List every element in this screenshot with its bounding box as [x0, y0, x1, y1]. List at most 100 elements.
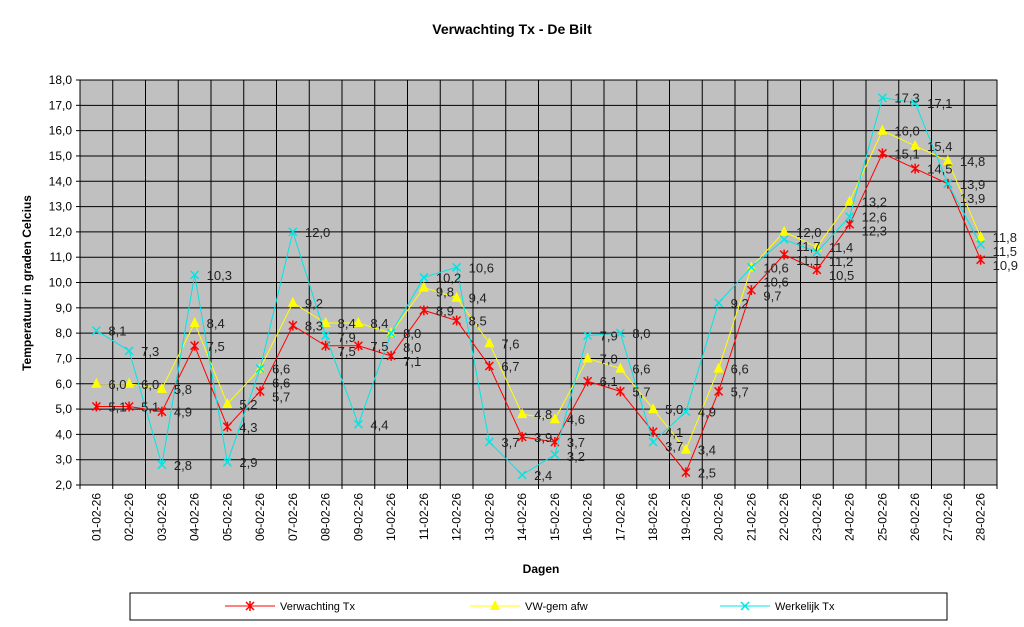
data-label: 7,3 — [141, 344, 159, 359]
y-tick-label: 10,0 — [49, 276, 73, 290]
data-label: 10,6 — [763, 274, 788, 289]
data-label: 6,1 — [600, 374, 618, 389]
x-tick-label: 03-02-26 — [155, 493, 169, 541]
data-label: 8,0 — [632, 326, 650, 341]
data-label: 9,4 — [469, 291, 487, 306]
marker-x — [484, 437, 494, 447]
data-label: 2,8 — [174, 458, 192, 473]
marker-x — [321, 331, 331, 341]
x-tick-label: 28-02-26 — [974, 493, 988, 541]
marker-x — [746, 262, 756, 272]
marker-triangle — [844, 195, 855, 206]
y-tick-label: 12,0 — [49, 225, 73, 239]
data-label: 11,1 — [796, 253, 820, 268]
data-label: 13,9 — [960, 191, 985, 206]
series-line — [96, 129, 982, 451]
marker-x — [452, 262, 462, 272]
x-tick-label: 06-02-26 — [253, 493, 267, 541]
data-label: 5,7 — [632, 384, 650, 399]
x-tick-label: 13-02-26 — [482, 493, 496, 541]
data-label: 4,3 — [239, 420, 257, 435]
data-label: 8,0 — [403, 340, 421, 355]
data-label: 4,8 — [534, 407, 552, 422]
marker-star — [877, 148, 887, 159]
marker-x — [779, 234, 789, 244]
data-label: 2,9 — [239, 455, 257, 470]
x-tick-label: 02-02-26 — [122, 493, 136, 541]
marker-star — [353, 340, 363, 351]
marker-star — [452, 315, 462, 326]
marker-star — [190, 340, 200, 351]
marker-x — [648, 437, 658, 447]
marker-triangle — [615, 362, 626, 373]
y-tick-label: 15,0 — [49, 149, 73, 163]
data-label: 3,7 — [567, 435, 585, 450]
marker-triangle — [189, 317, 200, 327]
data-label: 7,5 — [370, 339, 388, 354]
marker-star — [222, 421, 232, 432]
x-tick-label: 14-02-26 — [515, 493, 529, 541]
marker-star — [288, 320, 298, 331]
y-tick-label: 14,0 — [49, 174, 73, 188]
marker-triangle — [418, 281, 429, 292]
marker-star — [124, 401, 134, 412]
gridlines — [79, 79, 998, 489]
marker-x — [976, 240, 986, 250]
marker-triangle — [648, 403, 659, 414]
marker-triangle — [222, 398, 233, 408]
x-axis-ticks: 01-02-26 02-02-26 03-02-26 04-02-26 05-02-26… — [89, 493, 987, 541]
data-label: 11,7 — [796, 239, 820, 254]
series-group: 8,1 6,0 5,1 7,3 6,0 5,1 5,8 4,9 2,8 10,3 8,4 7,5 5,2… — [91, 91, 1018, 483]
marker-x — [222, 457, 232, 467]
marker-x — [845, 212, 855, 222]
marker-star — [419, 305, 429, 316]
data-label: 10,3 — [207, 268, 232, 283]
marker-triangle — [124, 377, 135, 388]
data-label: 8,0 — [403, 326, 421, 341]
y-tick-label: 2,0 — [55, 478, 72, 492]
marker-triangle — [910, 139, 921, 150]
data-label: 9,2 — [731, 296, 749, 311]
data-label: 3,9 — [534, 430, 552, 445]
x-tick-label: 18-02-26 — [646, 493, 660, 541]
data-label: 6,6 — [272, 376, 290, 391]
marker-triangle — [811, 241, 822, 252]
marker-star — [484, 361, 494, 372]
x-tick-label: 12-02-26 — [450, 493, 464, 541]
marker-star — [157, 406, 167, 417]
data-label: 14,5 — [927, 162, 952, 177]
data-label: 3,2 — [567, 449, 585, 464]
data-label: 14,8 — [960, 154, 985, 169]
x-tick-label: 23-02-26 — [810, 493, 824, 541]
x-tick-label: 05-02-26 — [220, 493, 234, 541]
marker-star — [910, 163, 920, 174]
x-tick-label: 17-02-26 — [613, 493, 627, 541]
legend-label: Verwachting Tx — [280, 601, 356, 613]
data-label: 10,6 — [763, 260, 788, 275]
x-tick-label: 26-02-26 — [908, 493, 922, 541]
data-label: 7,5 — [338, 344, 356, 359]
marker-star — [779, 249, 789, 260]
marker-x — [353, 419, 363, 429]
data-label: 10,5 — [829, 268, 854, 283]
marker-x — [550, 450, 560, 460]
y-tick-label: 13,0 — [49, 200, 73, 214]
marker-x — [157, 460, 167, 470]
x-tick-label: 24-02-26 — [843, 493, 857, 541]
marker-x — [681, 407, 691, 417]
marker-x — [812, 247, 822, 257]
marker-triangle — [320, 317, 331, 327]
x-tick-label: 04-02-26 — [188, 493, 202, 541]
marker-triangle — [582, 352, 593, 363]
data-label: 4,9 — [174, 405, 192, 420]
data-label: 8,3 — [305, 319, 323, 334]
marker-star — [746, 285, 756, 296]
marker-x — [124, 346, 134, 356]
data-label: 15,1 — [894, 146, 919, 161]
data-label: 13,9 — [960, 177, 985, 192]
data-label: 5,2 — [239, 397, 257, 412]
data-label: 9,8 — [436, 284, 454, 299]
marker-triangle — [490, 600, 500, 610]
marker-triangle — [549, 413, 560, 424]
